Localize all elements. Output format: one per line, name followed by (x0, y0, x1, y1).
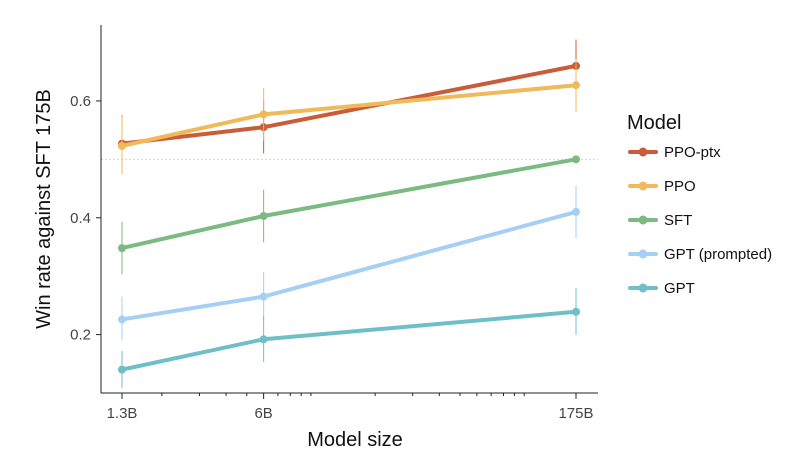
axes-group (100, 25, 598, 394)
data-point (572, 155, 580, 164)
x-tick-label: 6B (254, 405, 272, 422)
data-point (118, 315, 126, 324)
x-axis-title: Model size (307, 429, 403, 451)
series (118, 155, 580, 275)
legend: Model PPO-ptx PPO SFT GPT (prompted) GPT (627, 112, 772, 297)
data-point (259, 292, 268, 301)
y-ticks-group: 0.2 0.4 0.6 (70, 93, 101, 344)
data-point (259, 335, 268, 344)
series-group (118, 39, 580, 389)
data-point (118, 244, 126, 253)
legend-swatch-point (638, 215, 648, 225)
data-point (259, 110, 268, 119)
legend-label: GPT (664, 280, 695, 297)
legend-swatch-point (638, 283, 648, 293)
x-tick-label: 1.3B (107, 405, 138, 422)
series-line (120, 309, 578, 372)
data-point (572, 307, 580, 316)
y-axis-title: Win rate against SFT 175B (33, 89, 55, 329)
legend-swatch-point (638, 181, 648, 191)
x-ticks-group: 1.3B 6B 175B (107, 393, 594, 422)
data-point (118, 365, 126, 374)
data-point (572, 81, 580, 90)
series (118, 185, 580, 341)
series-line (120, 157, 578, 251)
series (118, 58, 580, 174)
series-line (120, 209, 578, 322)
y-tick-label: 0.6 (70, 93, 91, 110)
legend-label: PPO (664, 178, 696, 195)
data-point (118, 141, 126, 150)
data-point (259, 212, 268, 221)
series (118, 287, 580, 389)
legend-swatch-point (638, 147, 648, 157)
legend-label: GPT (prompted) (664, 246, 772, 263)
y-tick-label: 0.2 (70, 327, 91, 344)
legend-label: SFT (664, 212, 692, 229)
y-tick-label: 0.4 (70, 210, 91, 227)
x-tick-label: 175B (558, 405, 593, 422)
legend-swatch-point (638, 249, 648, 259)
data-point (572, 207, 580, 216)
legend-label: PPO-ptx (664, 144, 721, 161)
legend-title: Model (627, 112, 681, 134)
